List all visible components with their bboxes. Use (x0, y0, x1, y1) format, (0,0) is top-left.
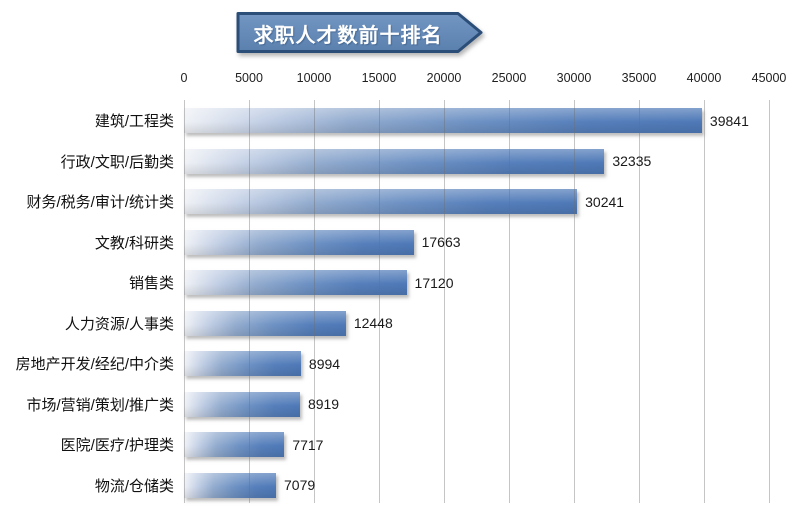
category-label: 人力资源/人事类 (64, 315, 174, 333)
x-axis-tick-label: 10000 (296, 71, 332, 85)
chart-title-banner: 求职人才数前十排名 (236, 10, 496, 60)
category-label: 财务/税务/审计/统计类 (26, 194, 174, 211)
value-label: 8994 (308, 355, 341, 372)
bar-row: 市场/营销/策划/推广类 8919 (0, 384, 796, 425)
bar-row: 医院/医疗/护理类 7717 (0, 424, 796, 465)
value-label: 17120 (414, 274, 454, 291)
category-label: 行政/文职/后勤类 (60, 153, 174, 171)
value-label: 39841 (709, 112, 749, 129)
category-label: 文教/科研类 (94, 234, 174, 252)
category-label: 房地产开发/经纪/中介类 (15, 356, 174, 373)
bar-row: 文教/科研类 17663 (0, 222, 796, 263)
banner-pennant-icon (236, 12, 483, 53)
bar-row: 行政/文职/后勤类 32335 (0, 141, 796, 182)
bar (184, 189, 578, 214)
gridline (703, 100, 705, 503)
gridline (248, 100, 250, 503)
gridline (313, 100, 315, 503)
value-label: 32335 (612, 153, 652, 169)
x-axis-tick-label: 25000 (491, 71, 527, 85)
bar-row: 人力资源/人事类 12448 (0, 303, 796, 344)
gridline (378, 100, 380, 503)
plot-area: 建筑/工程类 39841 行政/文职/后勤类 32335 财务/税务/审计/统计类 302… (0, 100, 796, 505)
bar (184, 351, 301, 376)
x-axis-tick-label: 20000 (426, 71, 462, 85)
bar (184, 310, 346, 336)
x-axis-tick-label: 0 (180, 71, 188, 85)
bar (184, 229, 414, 255)
bar (184, 472, 277, 498)
bar-row: 建筑/工程类 39841 (0, 100, 796, 141)
x-axis-tick-label: 30000 (556, 71, 592, 85)
category-label: 医院/医疗/护理类 (60, 437, 174, 454)
value-label: 8919 (307, 396, 340, 412)
x-axis-tick-label: 15000 (361, 71, 397, 85)
value-label: 12448 (353, 315, 393, 331)
category-label: 建筑/工程类 (94, 113, 174, 130)
bar-row: 销售类 17120 (0, 262, 796, 303)
gridline (183, 100, 185, 503)
bar-row: 物流/仓储类 7079 (0, 465, 796, 506)
x-axis-tick-label: 35000 (621, 71, 657, 85)
bar (184, 148, 605, 174)
bar (184, 108, 702, 133)
x-axis-tick-label: 40000 (686, 71, 722, 85)
chart-title: 求职人才数前十排名 (253, 24, 443, 47)
category-label: 市场/营销/策划/推广类 (26, 396, 174, 414)
value-label: 7717 (292, 436, 324, 453)
bar (184, 270, 407, 295)
x-axis-tick-label: 5000 (235, 71, 263, 85)
gridline (768, 100, 770, 503)
bar-row: 财务/税务/审计/统计类 30241 (0, 181, 796, 222)
bar (184, 391, 300, 417)
value-label: 17663 (421, 234, 461, 250)
category-label: 物流/仓储类 (94, 477, 174, 495)
gridline (443, 100, 445, 503)
bar-row: 房地产开发/经纪/中介类 8994 (0, 343, 796, 384)
category-label: 销售类 (128, 275, 174, 292)
bar (184, 432, 285, 457)
value-label: 7079 (284, 477, 316, 493)
gridline (508, 100, 510, 503)
gridline (638, 100, 640, 503)
x-axis-tick-label: 45000 (751, 71, 787, 85)
value-label: 30241 (585, 193, 625, 210)
gridline (573, 100, 575, 503)
